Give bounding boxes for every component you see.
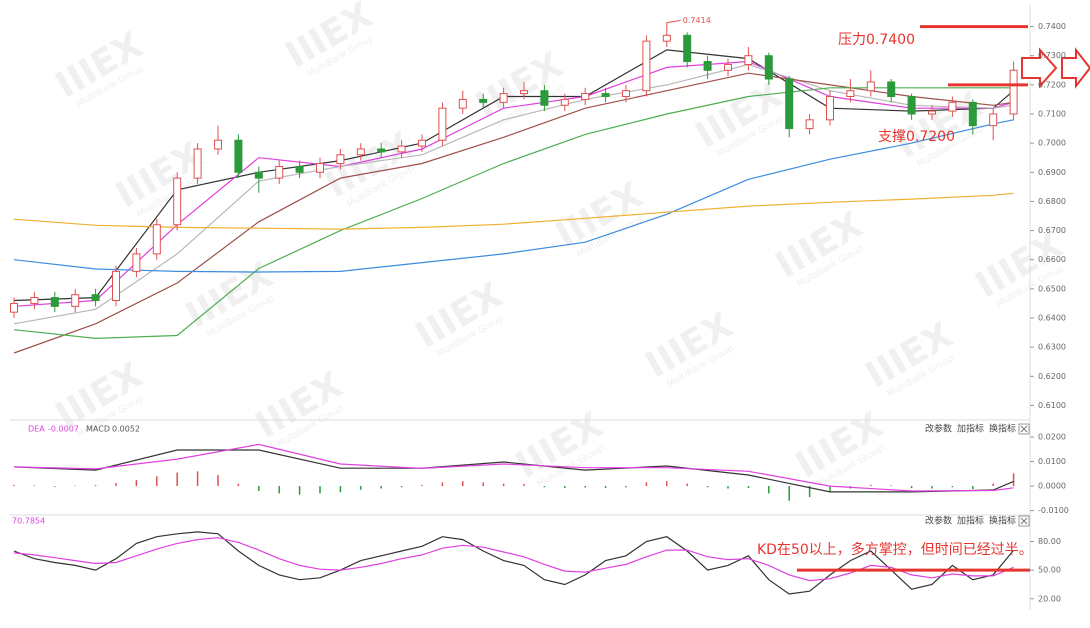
candle-body (968, 101, 977, 127)
y-tick-label: 0.7100 (1038, 110, 1066, 119)
macd-line (13, 443, 1014, 492)
candle-body (846, 90, 855, 98)
candle-body (1009, 69, 1018, 115)
candle-body (173, 177, 182, 226)
candle-body (683, 34, 692, 63)
kd-line (13, 531, 1015, 595)
y-tick-label: 50.00 (1038, 566, 1061, 575)
candle-body (703, 61, 712, 71)
candle-body (458, 98, 467, 109)
y-tick-label: 20.00 (1038, 594, 1061, 603)
candle-body (499, 93, 508, 103)
candle-body (948, 101, 957, 112)
candle-body (112, 270, 120, 302)
candle-body (540, 90, 549, 106)
peak-pointer (666, 19, 681, 23)
candle-body (581, 93, 590, 100)
y-tick-label: 0.6600 (1038, 255, 1066, 264)
candle-body (560, 98, 569, 106)
candle-body (785, 78, 794, 130)
candle-body (418, 139, 426, 147)
y-tick-label: 0.7200 (1038, 80, 1066, 89)
candle-body (10, 302, 18, 313)
candle-body (866, 81, 875, 92)
candle-body (989, 113, 998, 127)
candle-body (601, 93, 610, 98)
annotation-text: KD在50以上，多方掌控，但时间已经过半。 (757, 541, 1033, 558)
candle-body (397, 145, 406, 153)
panel-control[interactable]: 改参数 (925, 423, 952, 435)
candle-body (254, 171, 263, 179)
legend-name: DEA (28, 425, 45, 434)
panel-control[interactable]: 加指标 (957, 515, 984, 527)
candle-body (377, 148, 386, 153)
candle-body (744, 55, 753, 65)
candle-body (520, 90, 528, 95)
y-tick-label: 0.6100 (1038, 401, 1066, 410)
y-tick-label: 0.6300 (1038, 343, 1066, 352)
arrow-icon (1021, 47, 1058, 89)
candle-body (275, 165, 284, 179)
panel-control[interactable]: 改参数 (925, 515, 952, 527)
candle-body (764, 55, 773, 80)
candle-body (642, 40, 651, 92)
candle-body (438, 107, 447, 141)
candle-body (234, 139, 243, 173)
legend-value: -0.0007 (48, 425, 79, 434)
legend-value: 0.0052 (112, 425, 140, 434)
annotation-text: 支撑0.7200 (878, 129, 955, 145)
y-tick-label: 0.0100 (1038, 457, 1066, 466)
y-tick-label: 0.6500 (1038, 284, 1066, 293)
moving-average-line (13, 119, 1014, 273)
legend-value: 70.7854 (12, 517, 45, 526)
arrow-icon (1061, 47, 1090, 89)
kd-close-button[interactable] (1018, 515, 1030, 527)
candle-body (316, 163, 324, 173)
candle-body (479, 98, 488, 103)
moving-average-line (13, 72, 1014, 354)
candle-body (826, 96, 834, 121)
candle-body (887, 81, 896, 98)
y-tick-label: 0.7300 (1038, 51, 1066, 60)
annotation-text: 压力0.7400 (838, 32, 915, 48)
candle-body (193, 148, 202, 179)
y-tick-label: 0.7400 (1038, 22, 1066, 31)
candle-body (71, 294, 80, 307)
candle-body (805, 119, 814, 130)
y-tick-label: 0.6200 (1038, 372, 1066, 381)
candle-body (662, 34, 671, 42)
panel-control[interactable]: 换指标 (989, 515, 1016, 527)
y-tick-label: 0.6800 (1038, 197, 1066, 206)
y-tick-label: 0.6900 (1038, 168, 1066, 177)
y-tick-label: 0.0200 (1038, 433, 1066, 442)
candle-body (50, 297, 59, 307)
candle-body (132, 253, 141, 272)
y-tick-label: 0.7000 (1038, 139, 1066, 148)
candle-body (214, 139, 222, 150)
candle-body (622, 90, 630, 98)
y-tick-label: 0.6700 (1038, 226, 1066, 235)
candle-body (907, 96, 916, 115)
moving-average-line (13, 192, 1014, 230)
y-tick-label: 0.6400 (1038, 314, 1066, 323)
kd-line (13, 537, 1014, 582)
y-tick-label: -0.0100 (1038, 506, 1069, 515)
candle-body (724, 63, 732, 71)
legend-name: MACD (86, 425, 110, 434)
candle-body (152, 224, 161, 255)
panel-control[interactable]: 加指标 (957, 423, 984, 435)
candle-body (295, 165, 304, 173)
peak-label: 0.7414 (683, 16, 711, 25)
macd-close-button[interactable] (1018, 423, 1030, 435)
candle-body (928, 110, 936, 115)
y-tick-label: 80.00 (1038, 537, 1061, 546)
candle-body (356, 148, 365, 156)
panel-control[interactable]: 换指标 (989, 423, 1016, 435)
candle-body (91, 294, 100, 302)
moving-average-line (13, 87, 1014, 340)
y-tick-label: 0.0000 (1038, 482, 1066, 491)
candle-body (336, 154, 345, 165)
candle-body (30, 297, 39, 304)
